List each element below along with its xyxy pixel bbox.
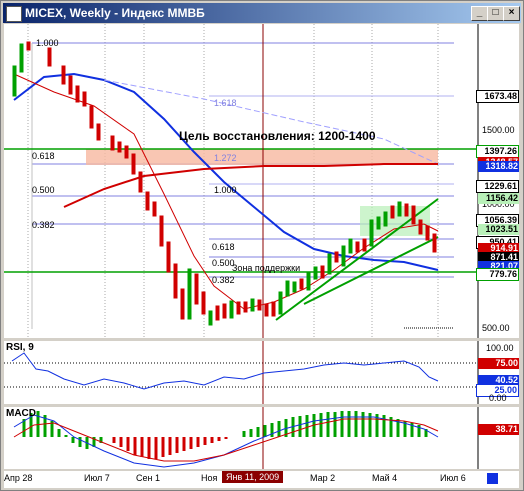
price-label: 821.07	[478, 261, 519, 272]
macd-title: MACD	[6, 408, 36, 419]
close-button[interactable]: ×	[503, 6, 520, 21]
title-bar[interactable]: MICEX, Weekly - Индекс ММВБ _ □ ×	[3, 3, 521, 23]
fib-low-label: 0.618	[212, 242, 235, 252]
recovery-target-annotation: Цель восстановления: 1200-1400	[179, 129, 376, 143]
macd-chart-svg	[13, 407, 479, 469]
target-zone	[86, 149, 438, 165]
time-tick: Ноя	[201, 473, 218, 483]
rsi-value-label: 40.52	[478, 375, 519, 386]
price-axis-tick: 1000.00	[482, 199, 515, 209]
time-axis: Апр 28 Июл 7 Сен 1 Ноя Янв 11, 2009 Мар …	[4, 471, 519, 488]
fib-label: 0.500	[32, 185, 55, 195]
fib-label: 0.618	[32, 151, 55, 161]
rsi-axis-tick: 100.00	[486, 343, 514, 353]
rsi-axis-tick: 0.00	[489, 393, 507, 403]
price-candles	[12, 41, 437, 326]
time-tick: Апр 28	[4, 473, 33, 483]
maximize-button[interactable]: □	[487, 6, 504, 21]
price-label: 914.91	[478, 243, 519, 254]
price-axis-tick: 500.00	[482, 323, 510, 333]
time-tick: Мар 2	[310, 473, 336, 483]
rsi-level-label: 25.00	[476, 384, 519, 397]
time-tick: Июл 6	[440, 473, 466, 483]
price-pane[interactable]: 1.000 0.618 0.500 0.382 1.618 1.272 1.00…	[4, 24, 519, 338]
price-label: 1229.61	[476, 180, 519, 193]
window-title: MICEX, Weekly - Индекс ММВБ	[25, 6, 205, 20]
rsi-chart-svg	[4, 341, 479, 404]
fib-ext-label: 1.618	[214, 98, 237, 108]
time-tick: Май 4	[372, 473, 398, 483]
time-tick: Сен 1	[136, 473, 160, 483]
price-label: 1318.82	[478, 161, 519, 172]
rsi-pane[interactable]: RSI, 9 100.00 75.00 40.52 25.00 0.00	[4, 341, 519, 404]
price-label: 1156.42	[478, 193, 519, 204]
price-label: 871.41	[478, 252, 519, 263]
time-tick: Июл 7	[84, 473, 110, 483]
price-chart-svg	[4, 24, 479, 338]
price-label: 779.76	[476, 268, 519, 281]
macd-pane[interactable]: MACD 38.71	[4, 407, 519, 469]
fib-ext-label: 1.000	[214, 185, 237, 195]
macd-value-label: 38.71	[478, 424, 519, 435]
fib-label: 1.000	[36, 38, 59, 48]
price-label: 1023.51	[478, 224, 519, 235]
chart-app-icon	[6, 6, 22, 22]
price-axis-tick: 1500.00	[482, 125, 515, 135]
fib-ext-label: 1.272	[214, 153, 237, 163]
fib-low-label: 0.500	[212, 258, 235, 268]
scroll-end-icon[interactable]	[487, 473, 498, 484]
minimize-button[interactable]: _	[471, 6, 488, 21]
fib-label: 0.382	[32, 220, 55, 230]
price-label: 1673.48	[476, 90, 519, 103]
rsi-title: RSI, 9	[6, 342, 34, 353]
support-zone-label: Зона поддержки	[232, 263, 301, 273]
time-cursor-label: Янв 11, 2009	[222, 471, 284, 483]
rsi-level-label: 75.00	[478, 358, 519, 369]
fib-low-label: 0.382	[212, 275, 235, 285]
